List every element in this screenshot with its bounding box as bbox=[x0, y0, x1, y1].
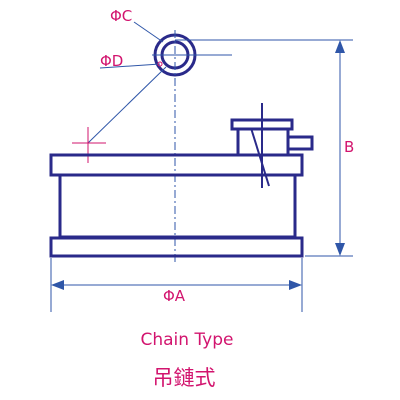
caption-english: Chain Type bbox=[140, 330, 234, 350]
b-arrow-bottom bbox=[335, 243, 345, 256]
b-arrow-top bbox=[335, 40, 345, 53]
chain-leader-line bbox=[87, 66, 167, 144]
label-phi-d: ΦD bbox=[100, 52, 123, 70]
a-arrow-right bbox=[289, 280, 302, 290]
caption-chinese: 吊鏈式 bbox=[152, 366, 216, 390]
phi-c-leader bbox=[133, 21, 164, 43]
a-arrow-left bbox=[51, 280, 64, 290]
terminal-box bbox=[230, 103, 314, 188]
label-b: B bbox=[344, 138, 354, 156]
magnet-body bbox=[49, 153, 304, 258]
dimension-b bbox=[175, 39, 353, 257]
phi-d-leader bbox=[99, 63, 161, 69]
main-body bbox=[58, 173, 297, 239]
phi-d-leader-dot bbox=[157, 61, 163, 67]
dimension-phi-a bbox=[50, 258, 303, 312]
terminal-tilted-line bbox=[250, 127, 270, 187]
label-phi-a: ΦA bbox=[163, 287, 186, 305]
cable-gland bbox=[286, 135, 314, 151]
bottom-plate bbox=[49, 236, 304, 258]
label-phi-c: ΦC bbox=[110, 7, 132, 25]
